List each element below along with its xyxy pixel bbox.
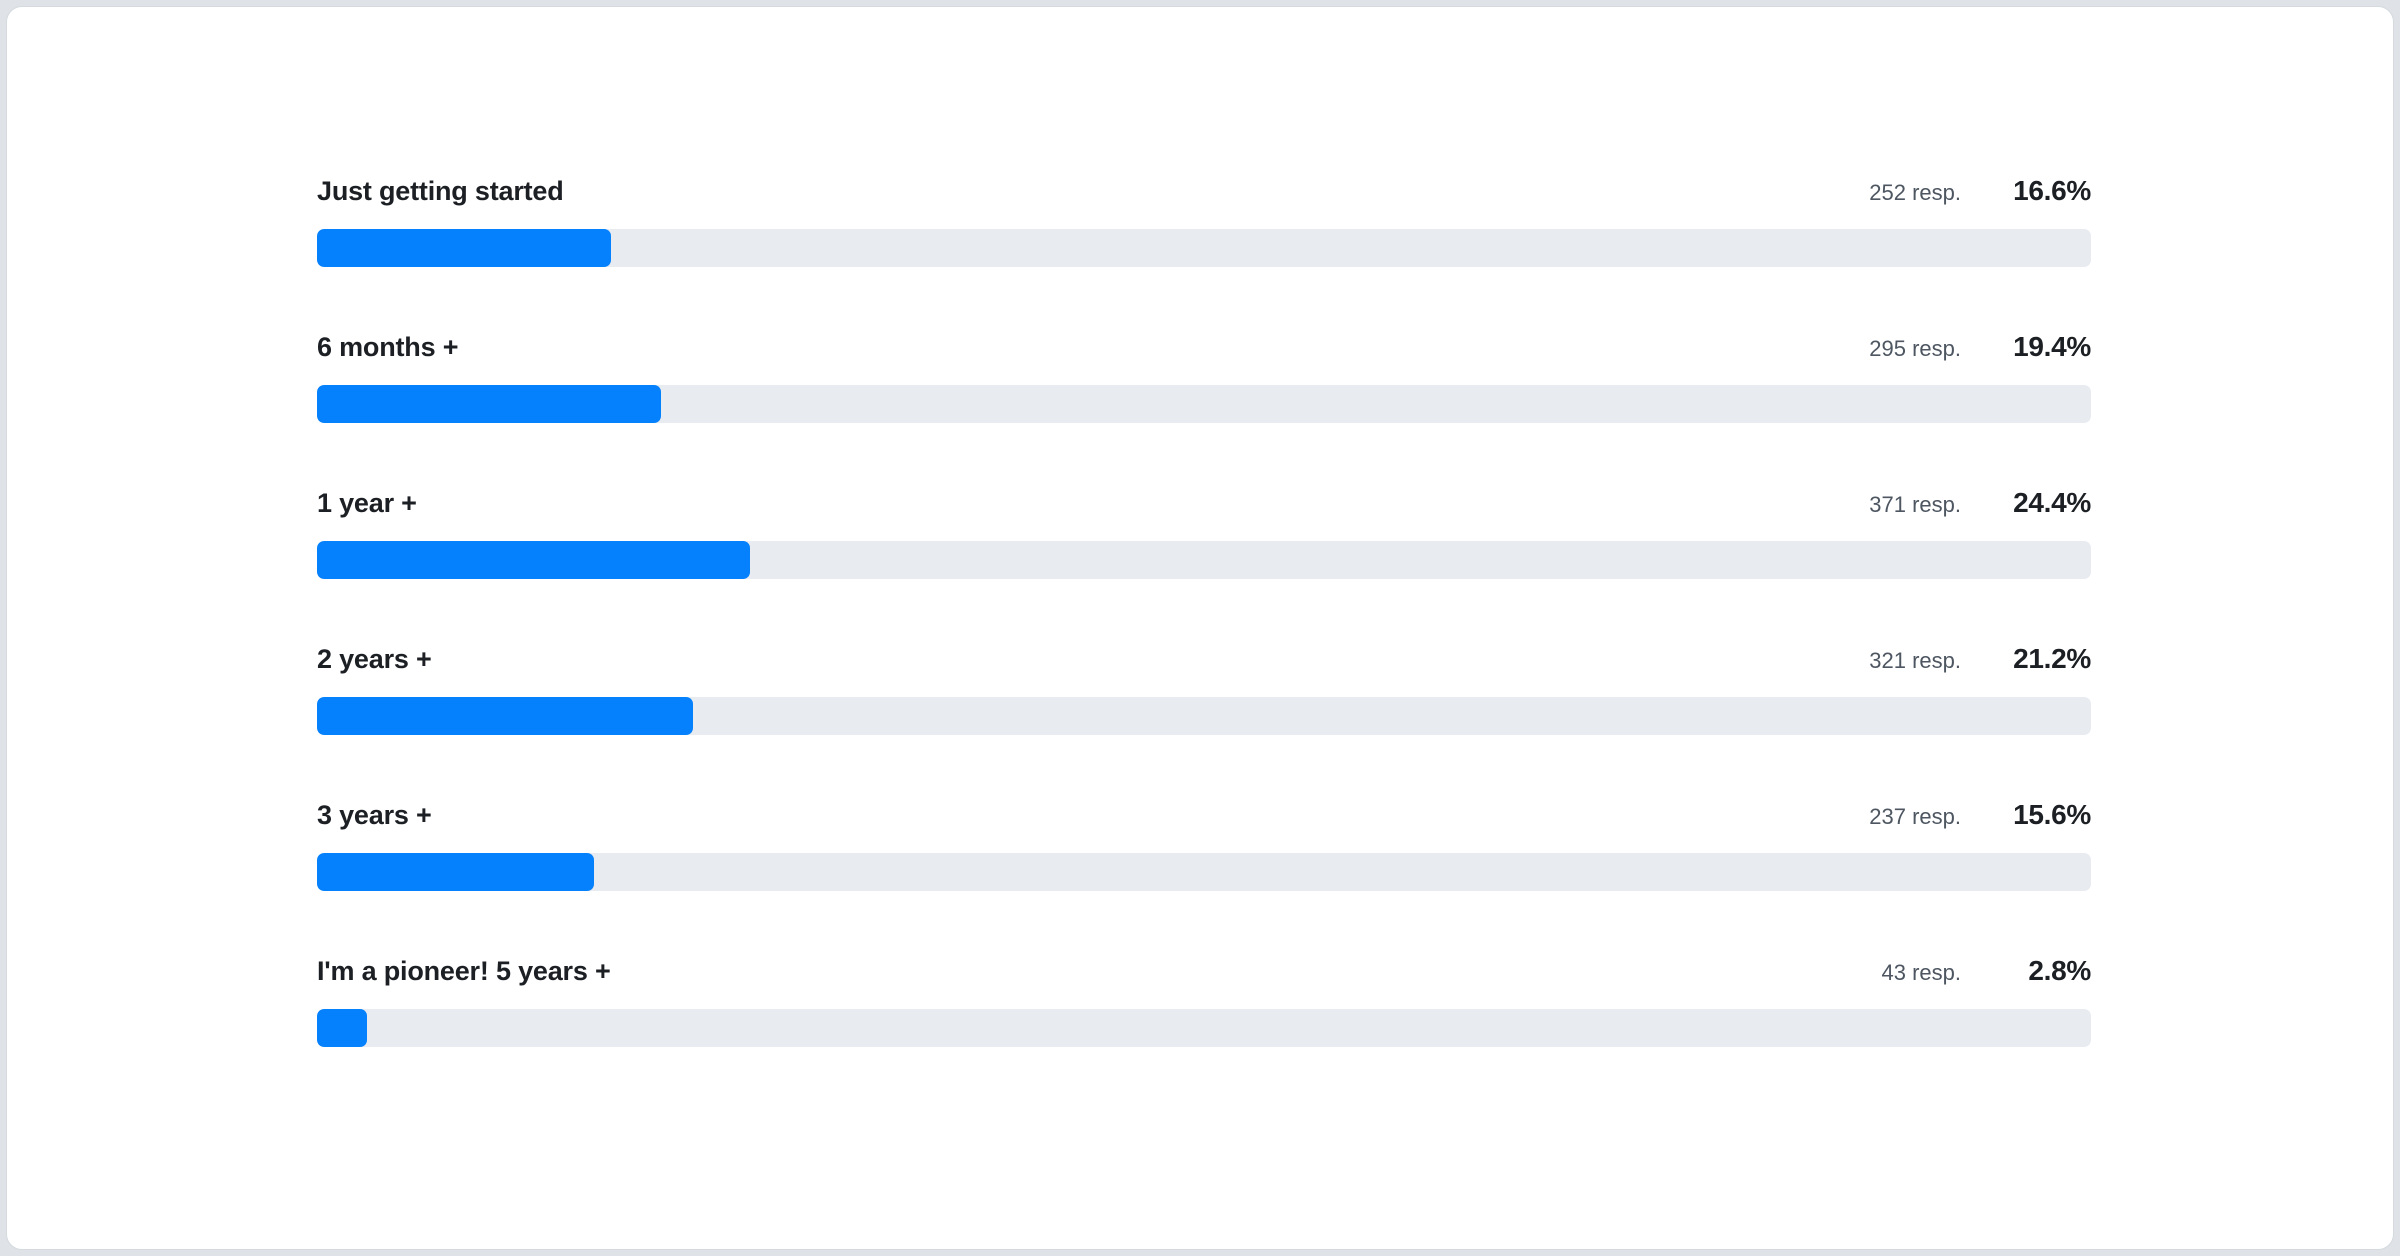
bar-row-stats: 237 resp. 15.6% bbox=[1869, 799, 2091, 831]
bar-row-responses: 43 resp. bbox=[1881, 960, 1962, 985]
bar-row-responses: 252 resp. bbox=[1869, 180, 1961, 205]
bar-track bbox=[317, 385, 2091, 423]
bar-row-label: 1 year + bbox=[317, 488, 417, 518]
bar-row-stats: 295 resp. 19.4% bbox=[1869, 331, 2091, 363]
bar-row-percent: 19.4% bbox=[2013, 331, 2091, 362]
bar-row-responses: 237 resp. bbox=[1869, 804, 1961, 829]
bar-row-label: 3 years + bbox=[317, 800, 432, 830]
bar-row-percent: 24.4% bbox=[2013, 487, 2091, 518]
bar-row: I'm a pioneer! 5 years + 43 resp. 2.8% bbox=[317, 955, 2091, 1047]
bar-row-responses: 371 resp. bbox=[1869, 492, 1961, 517]
bar-row-header: 1 year + 371 resp. 24.4% bbox=[317, 487, 2091, 519]
bar-row: 6 months + 295 resp. 19.4% bbox=[317, 331, 2091, 423]
bar-fill bbox=[317, 229, 612, 267]
bar-track bbox=[317, 229, 2091, 267]
bar-row-header: 2 years + 321 resp. 21.2% bbox=[317, 643, 2091, 675]
bar-fill bbox=[317, 1009, 367, 1047]
bar-chart: Just getting started 252 resp. 16.6% 6 m… bbox=[317, 175, 2091, 1047]
bar-fill bbox=[317, 853, 594, 891]
bar-row: 1 year + 371 resp. 24.4% bbox=[317, 487, 2091, 579]
bar-row-header: Just getting started 252 resp. 16.6% bbox=[317, 175, 2091, 207]
bar-row-percent: 21.2% bbox=[2013, 643, 2091, 674]
bar-row: 3 years + 237 resp. 15.6% bbox=[317, 799, 2091, 891]
bar-row-responses: 295 resp. bbox=[1869, 336, 1961, 361]
bar-fill bbox=[317, 541, 750, 579]
bar-row-label: 2 years + bbox=[317, 644, 432, 674]
bar-track bbox=[317, 1009, 2091, 1047]
bar-row-percent: 16.6% bbox=[2013, 175, 2091, 206]
bar-row-stats: 321 resp. 21.2% bbox=[1869, 643, 2091, 675]
bar-row-label: 6 months + bbox=[317, 332, 459, 362]
bar-row-stats: 371 resp. 24.4% bbox=[1869, 487, 2091, 519]
bar-fill bbox=[317, 385, 662, 423]
bar-row-responses: 321 resp. bbox=[1869, 648, 1961, 673]
bar-track bbox=[317, 541, 2091, 579]
bar-row-header: 3 years + 237 resp. 15.6% bbox=[317, 799, 2091, 831]
bar-row-percent: 15.6% bbox=[2013, 799, 2091, 830]
bar-row-label: I'm a pioneer! 5 years + bbox=[317, 956, 611, 986]
bar-row: Just getting started 252 resp. 16.6% bbox=[317, 175, 2091, 267]
bar-row-stats: 252 resp. 16.6% bbox=[1869, 175, 2091, 207]
bar-row-header: 6 months + 295 resp. 19.4% bbox=[317, 331, 2091, 363]
bar-row-header: I'm a pioneer! 5 years + 43 resp. 2.8% bbox=[317, 955, 2091, 987]
bar-row-stats: 43 resp. 2.8% bbox=[1882, 955, 2092, 987]
bar-track bbox=[317, 697, 2091, 735]
bar-row-label: Just getting started bbox=[317, 176, 564, 206]
results-card: Just getting started 252 resp. 16.6% 6 m… bbox=[6, 6, 2394, 1250]
bar-fill bbox=[317, 697, 694, 735]
bar-row: 2 years + 321 resp. 21.2% bbox=[317, 643, 2091, 735]
bar-track bbox=[317, 853, 2091, 891]
bar-row-percent: 2.8% bbox=[2028, 955, 2091, 986]
